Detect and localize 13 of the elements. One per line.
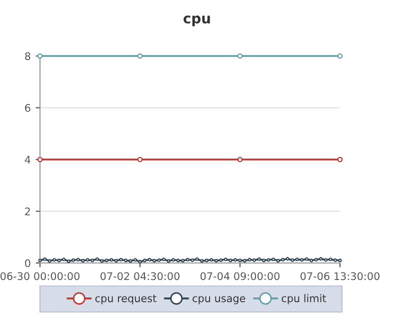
y-tick-label: 2 (25, 207, 30, 216)
y-tick-label: 4 (24, 156, 30, 164)
x-tick-label: 07-02 04:30:00 (100, 272, 180, 280)
y-tick-label: 6 (25, 104, 30, 112)
legend-label: cpu usage (192, 296, 246, 304)
x-tick-label: 07-04 09:00:00 (200, 272, 280, 280)
legend-label: cpu limit (282, 294, 326, 304)
chart-title: cpu (184, 16, 210, 26)
x-tick-label: 06-30 00:00:00 (0, 272, 80, 280)
y-tick-label: 8 (25, 52, 30, 60)
y-tick-label: 0 (25, 259, 30, 268)
legend-label: cpu request (95, 294, 156, 304)
x-tick-label: 07-06 13:30:00 (300, 272, 380, 280)
